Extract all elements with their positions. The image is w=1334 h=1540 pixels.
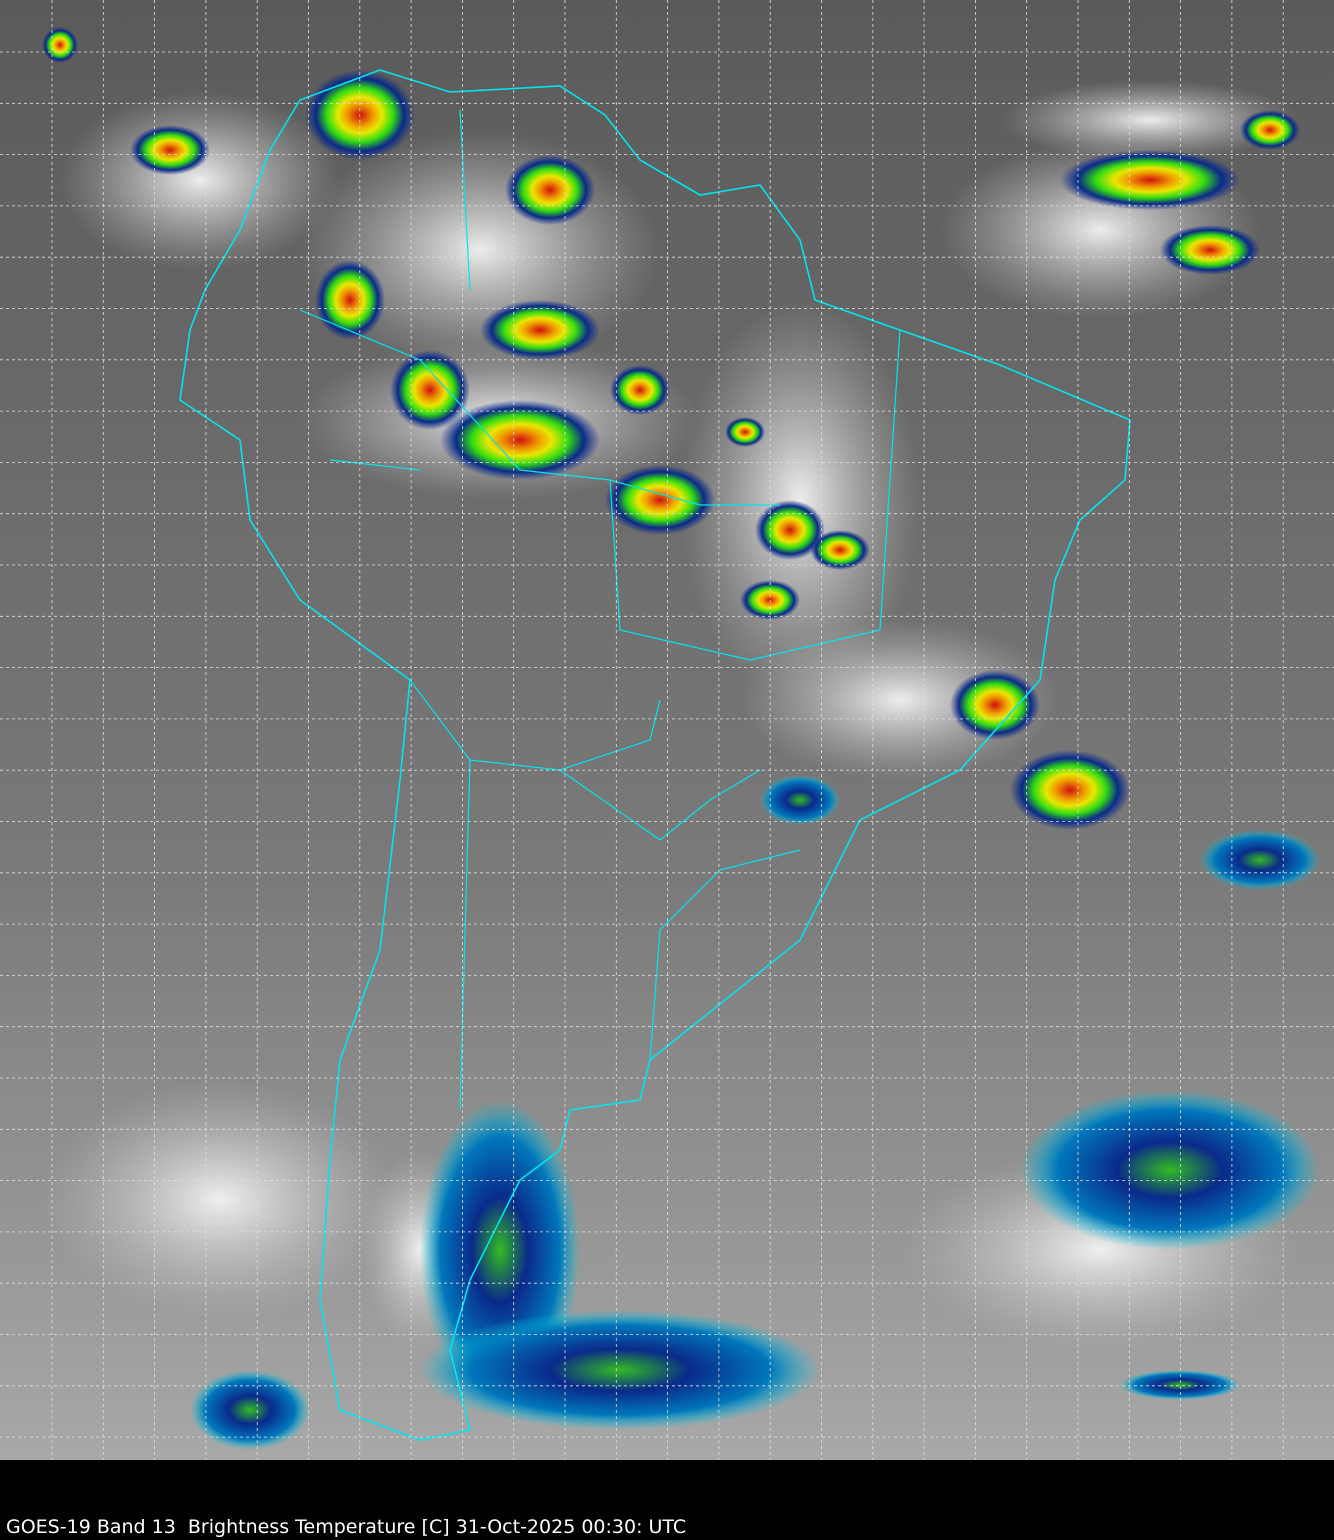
image-caption: GOES-19 Band 13 Brightness Temperature [… (6, 1516, 687, 1538)
cloud-layer (40, 27, 1320, 1450)
storm-cell (950, 670, 1040, 740)
storm-cell (390, 350, 470, 430)
storm-cell (1160, 225, 1260, 275)
cold-cloud (760, 775, 840, 825)
storm-cell (480, 300, 600, 360)
storm-cell (130, 125, 210, 175)
cold-cloud (420, 1310, 820, 1430)
white-cloud (40, 1080, 400, 1320)
cold-cloud (190, 1370, 310, 1450)
lat-lon-grid (0, 0, 1334, 1460)
storm-cell (610, 365, 670, 415)
cold-cloud (1200, 830, 1320, 890)
storm-cell (42, 27, 78, 63)
white-cloud (60, 90, 340, 270)
cold-cloud (1020, 1090, 1320, 1250)
white-cloud (740, 620, 1060, 780)
satellite-map (0, 0, 1334, 1460)
storm-cell (605, 465, 715, 535)
continent-outline (179, 69, 1131, 1441)
cold-cloud (1120, 1370, 1240, 1400)
storm-cell (810, 530, 870, 570)
storm-cell (1060, 150, 1240, 210)
storm-cell (505, 155, 595, 225)
storm-cell (315, 260, 385, 340)
storm-cell (1010, 750, 1130, 830)
storm-cell (440, 400, 600, 480)
storm-cell (1240, 110, 1300, 150)
storm-cell (725, 417, 765, 447)
white-cloud (1000, 80, 1300, 160)
storm-cell (755, 500, 825, 560)
